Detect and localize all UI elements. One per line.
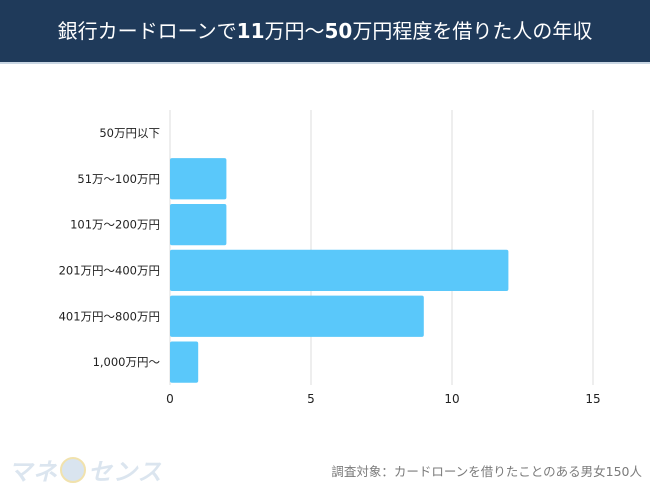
logo-text-right: センス [88,458,163,486]
title-bold-1: 11 [236,19,265,43]
category-label: 50万円以下 [99,126,160,140]
x-tick-label: 10 [444,392,459,406]
bar [170,341,199,383]
title-text-1: 銀行カードローンで [57,19,237,43]
logo-text-left: マネ [8,458,58,486]
bar [170,203,227,246]
bar [170,249,509,292]
x-tick-label: 15 [585,392,600,406]
gridlines [169,110,594,385]
category-label: 101万〜200万円 [70,218,160,232]
title-bar: 銀行カードローンで11万円〜50万円程度を借りた人の年収 [0,0,650,64]
x-tick-label: 0 [166,392,174,406]
logo-mark-icon [60,457,86,483]
brand-logo: マネ センス [8,452,163,487]
category-labels: 50万円以下 51万〜100万円 101万〜200万円 201万円〜400万円 401万… [59,126,161,369]
category-label: 1,000万円〜 [93,355,161,369]
survey-note: 調査対象：カードローンを借りたことのある男女150人 [331,464,642,479]
category-label: 51万〜100万円 [77,172,160,186]
title-bold-2: 50 [324,19,353,43]
chart-title: 銀行カードローンで11万円〜50万円程度を借りた人の年収 [0,0,650,62]
x-tick-label: 5 [307,392,315,406]
category-label: 401万円〜800万円 [59,309,160,323]
title-text-2: 万円〜 [264,19,325,43]
bars [170,158,509,383]
x-tick-labels: 0 5 10 15 [166,392,600,406]
bar-chart: 50万円以下 51万〜100万円 101万〜200万円 201万円〜400万円 401万… [59,110,601,406]
bar [170,158,227,200]
bar [170,295,424,337]
title-text-3: 万円程度を借りた人の年収 [352,19,593,43]
category-label: 201万円〜400万円 [59,263,160,277]
